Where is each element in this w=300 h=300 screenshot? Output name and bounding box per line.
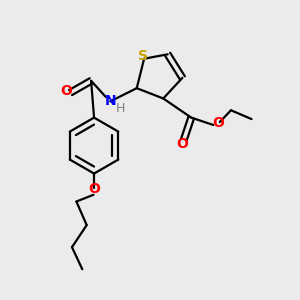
Text: S: S: [138, 49, 148, 63]
Text: N: N: [104, 94, 116, 108]
Text: O: O: [212, 116, 224, 130]
Text: O: O: [176, 137, 188, 151]
Text: O: O: [60, 84, 72, 98]
Text: H: H: [116, 102, 125, 115]
Text: O: O: [89, 182, 100, 196]
